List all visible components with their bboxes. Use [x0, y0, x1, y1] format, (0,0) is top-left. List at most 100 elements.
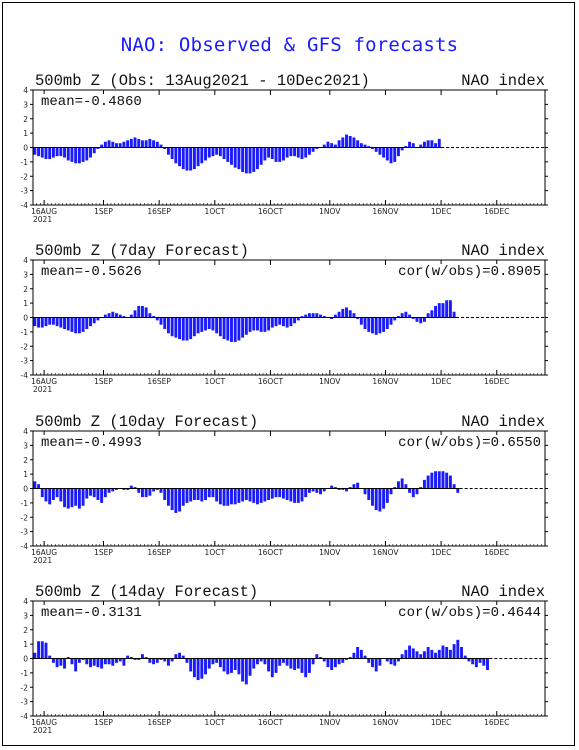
bar: [44, 317, 48, 327]
y-tick-label: 2: [23, 456, 28, 465]
bar: [400, 478, 404, 489]
bar: [89, 147, 92, 158]
bar: [37, 641, 41, 659]
x-tick-label: 1NOV: [319, 548, 341, 557]
bar: [371, 317, 374, 334]
bar: [89, 658, 92, 668]
bar: [196, 658, 200, 681]
bar: [434, 143, 438, 148]
bar: [200, 317, 204, 332]
bar: [400, 147, 404, 151]
bar: [345, 134, 348, 148]
bar: [363, 317, 367, 329]
bar: [207, 317, 211, 329]
bar: [322, 316, 326, 318]
bar: [330, 485, 334, 489]
bar: [92, 147, 96, 154]
panel-title: 500mb Z (10day Forecast): [35, 413, 258, 431]
bar: [244, 488, 248, 500]
bar: [352, 484, 356, 489]
bar: [137, 658, 141, 660]
bar: [241, 147, 245, 172]
bar: [44, 488, 48, 502]
mean-label: mean=-0.3131: [41, 605, 142, 621]
bar: [304, 314, 308, 318]
y-tick-label: 3: [23, 441, 28, 450]
bar: [452, 311, 456, 318]
bar: [74, 658, 78, 672]
bar: [289, 488, 293, 502]
bar: [404, 311, 408, 318]
bar: [59, 147, 63, 157]
bar: [226, 317, 230, 341]
bar: [137, 488, 141, 493]
bar: [311, 147, 315, 152]
y-tick-label: -1: [21, 328, 29, 337]
bar: [178, 488, 182, 512]
bar: [270, 488, 274, 499]
bar: [411, 488, 415, 498]
bar: [218, 658, 222, 668]
bar: [248, 147, 252, 174]
bar: [159, 144, 163, 148]
bar: [218, 317, 222, 337]
bar: [140, 488, 144, 498]
bar: [478, 658, 482, 663]
bar: [152, 488, 156, 492]
bar: [140, 306, 144, 318]
bar: [300, 147, 304, 159]
bar: [408, 488, 412, 493]
x-tick-label: 1OCT: [205, 718, 226, 727]
bar: [200, 147, 204, 164]
bar: [81, 147, 85, 162]
bar: [207, 658, 211, 669]
bar: [311, 488, 315, 492]
bar: [107, 313, 111, 318]
bar: [174, 488, 178, 513]
x-tick-label: 1SEP: [94, 548, 113, 557]
bar: [408, 645, 412, 659]
mean-bg: [39, 264, 144, 280]
bar: [422, 651, 426, 659]
x-tick-label: 16DEC: [484, 377, 509, 386]
bar: [185, 658, 189, 663]
bar: [85, 317, 89, 329]
bar: [307, 147, 311, 155]
bar: [326, 658, 330, 668]
bar: [396, 481, 400, 489]
correlation-bg: [396, 605, 543, 621]
bar: [129, 138, 133, 148]
bar: [352, 313, 356, 318]
bar: [296, 488, 300, 503]
bar: [122, 316, 126, 318]
bar: [129, 485, 133, 489]
bar: [244, 658, 248, 685]
bar: [40, 641, 44, 659]
bar: [166, 317, 170, 334]
bar: [211, 147, 215, 157]
y-tick-label: 2: [23, 285, 28, 294]
bar: [74, 147, 78, 164]
y-tick-label: 0: [23, 655, 28, 664]
bar: [237, 488, 241, 503]
bar: [259, 488, 263, 503]
bar: [222, 488, 226, 506]
bar: [278, 317, 282, 325]
bar: [345, 488, 348, 492]
bar: [51, 147, 55, 158]
bar: [70, 658, 74, 665]
bar: [55, 488, 59, 498]
x-tick-label: 1OCT: [205, 548, 226, 557]
bar: [382, 147, 386, 158]
bar: [159, 488, 163, 493]
bar: [185, 147, 189, 171]
bar: [359, 317, 363, 325]
bar: [289, 147, 293, 157]
bar: [426, 647, 430, 659]
bar: [215, 488, 219, 502]
bar: [233, 147, 237, 168]
bar: [133, 487, 137, 489]
bar: [419, 317, 423, 324]
bar: [278, 147, 282, 162]
bar: [137, 138, 141, 148]
